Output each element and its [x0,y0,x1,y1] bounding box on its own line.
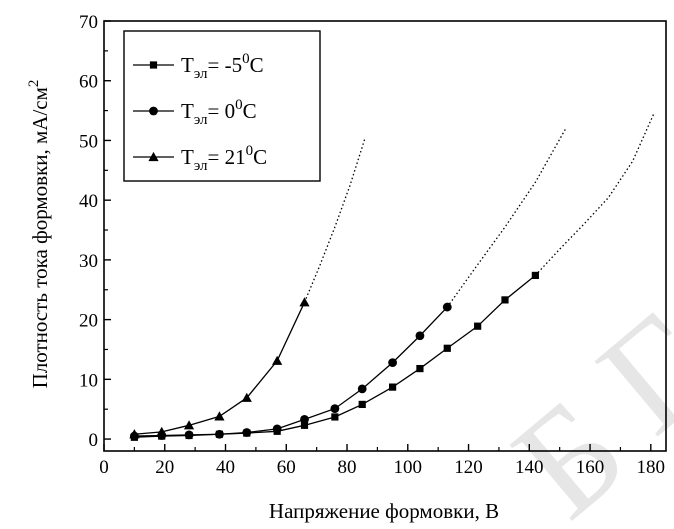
legend-label-part: 0 [235,97,243,113]
legend-label-part: T [181,145,194,169]
legend-marker [149,106,158,116]
y-axis-title: Плотность тока формовки, мА/см2 [26,80,52,389]
y-tick-label: 10 [79,370,98,391]
legend-label-part: 0 [246,143,254,159]
legend-marker [148,151,159,162]
data-point [388,383,397,391]
legend-label: Tэл= 00C [181,97,257,128]
y-tick-label: 70 [79,12,98,33]
data-point [300,414,309,424]
x-tick-label: 180 [637,457,666,478]
x-tick-label: 40 [216,457,235,478]
data-point [330,404,340,413]
x-tick-label: 80 [338,457,357,478]
series-extrapolation [446,128,567,308]
data-point [531,271,539,280]
y-tick-label: 40 [79,191,98,212]
data-point [215,429,224,439]
legend-box [123,30,321,182]
legend-label-part: C [253,145,267,169]
legend-label-part: T [181,99,194,123]
data-point [184,430,194,440]
data-point [416,364,424,373]
legend-label-part: C [243,99,257,123]
y-tick-label: 30 [79,251,98,272]
data-point [183,420,195,430]
data-point [442,302,452,312]
y-axis-title-text: Плотность тока формовки, мА/см [28,87,52,388]
legend-marker [149,61,158,69]
data-point [443,344,451,352]
x-tick-label: 100 [394,457,423,478]
data-point [388,358,397,368]
legend-label-part: T [181,53,194,77]
legend-label-part: 0 [242,51,250,67]
data-point [241,392,252,402]
data-point [272,355,283,365]
series-triangle [129,137,366,439]
legend-label-part: эл [194,158,208,174]
data-point [272,424,282,434]
data-point [331,413,339,421]
x-tick-label: 160 [576,457,605,478]
x-axis-title: Напряжение формовки, В [269,499,499,523]
legend-label-part: = -5 [207,53,242,77]
x-tick-label: 120 [454,457,483,478]
x-tick-label: 140 [515,457,544,478]
plot-area: 0 20 40 60 80 100 120 140 160 180 0 10 20 30 40 50 60 70 [79,12,667,478]
x-tick-label: 0 [99,457,109,478]
data-point [156,426,167,436]
data-point [501,296,509,304]
y-tick-label: 60 [79,72,98,93]
series-line [134,306,448,437]
data-point [300,421,309,429]
y-axis-title-superscript: 2 [26,80,42,88]
legend-label: Tэл= -50C [181,51,264,82]
series-extrapolation [534,113,655,276]
data-point [214,411,225,421]
data-point [129,429,140,439]
y-tick-label: 0 [89,430,99,451]
data-point [357,384,367,394]
data-point [299,297,310,307]
y-tick-label: 20 [79,311,98,332]
watermark: Б Г [483,282,674,529]
legend-label: Tэл= 210C [181,143,267,174]
y-tick-label: 50 [79,131,98,152]
series-extrapolation [303,137,366,303]
legend-label-part: эл [194,66,208,82]
legend-label-part: = 0 [207,99,235,123]
x-tick-label: 20 [155,457,174,478]
data-point [358,400,366,409]
legend-label-part: C [250,53,264,77]
legend-label-part: эл [194,112,208,128]
data-point [474,322,482,330]
legend-label-part: = 21 [207,145,245,169]
x-tick-label: 60 [277,457,296,478]
data-point [415,331,425,341]
plot-frame [103,20,667,452]
data-point [242,428,252,437]
